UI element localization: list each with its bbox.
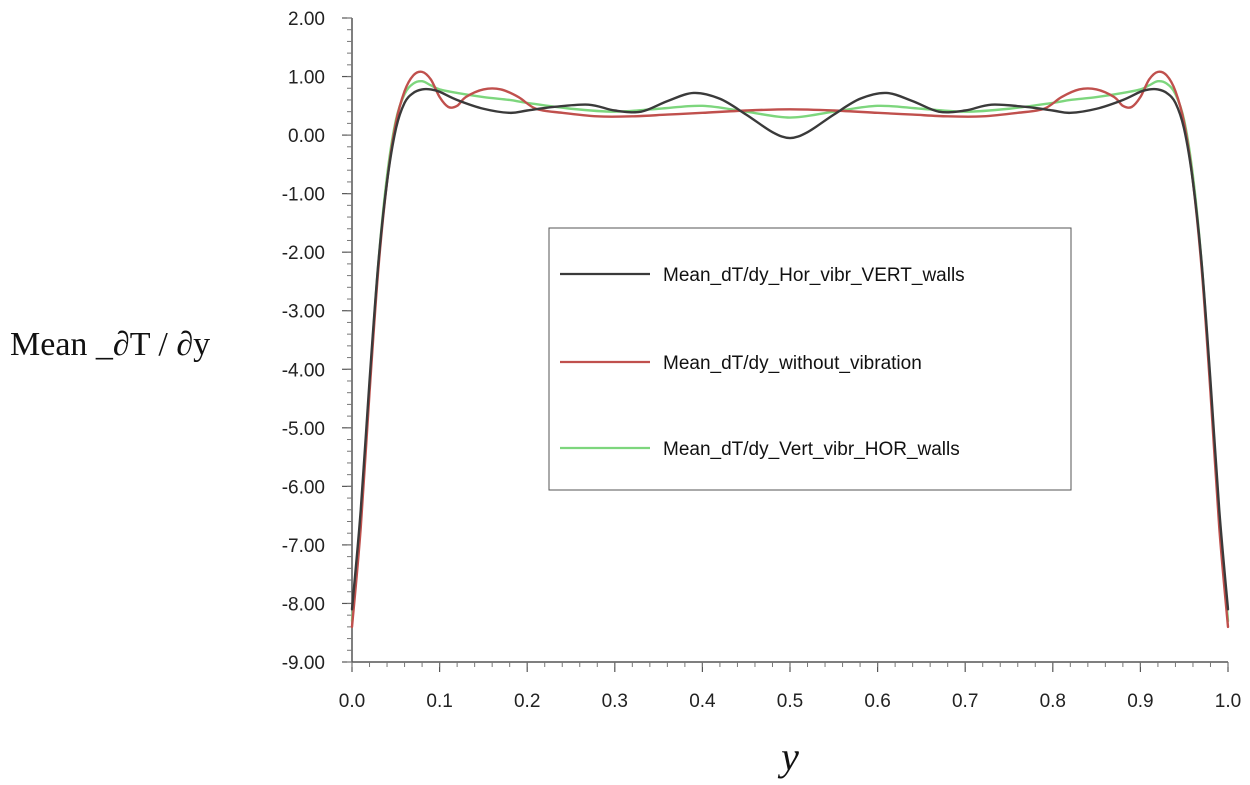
y-tick-label: -6.00	[282, 477, 325, 498]
x-tick-label: 0.4	[689, 691, 716, 712]
y-tick-label: 0.00	[288, 126, 325, 147]
y-tick-label: 1.00	[288, 68, 325, 89]
y-tick-label: -1.00	[282, 185, 325, 206]
y-tick-label: -8.00	[282, 594, 325, 615]
legend: Mean_dT/dy_Hor_vibr_VERT_walls Mean_dT/dy…	[548, 227, 1072, 491]
legend-label: Mean_dT/dy_Vert_vibr_HOR_walls	[663, 439, 960, 460]
y-tick-label: -9.00	[282, 653, 325, 674]
x-tick-label: 0.1	[426, 691, 452, 712]
y-axis-title: Mean _∂T / ∂y	[10, 326, 210, 363]
x-tick-label: 0.8	[1040, 691, 1066, 712]
x-tick-label: 0.7	[952, 691, 978, 712]
x-tick-label: 1.0	[1215, 691, 1241, 712]
series-lines	[350, 70, 1230, 629]
y-tick-label: -4.00	[282, 360, 325, 381]
series-line-1	[350, 87, 1230, 611]
ticks: 2.00 1.00 0.00 -1.00 -2.00 -3.00 -4.00 -5.00 -6.…	[282, 9, 1242, 712]
legend-label: Mean_dT/dy_Hor_vibr_VERT_walls	[663, 265, 965, 286]
y-tick-label: -5.00	[282, 419, 325, 440]
y-tick-label: -7.00	[282, 536, 325, 557]
y-tick-label: 2.00	[288, 9, 325, 30]
x-tick-label: 0.3	[602, 691, 628, 712]
series-line-2	[350, 70, 1230, 629]
x-tick-label: 0.0	[339, 691, 365, 712]
y-tick-label: -2.00	[282, 243, 325, 264]
legend-box	[548, 227, 1072, 491]
x-tick-label: 0.9	[1127, 691, 1153, 712]
y-tick-label: -3.00	[282, 302, 325, 323]
x-axis-title: y	[777, 734, 799, 779]
x-tick-label: 0.2	[514, 691, 540, 712]
legend-label: Mean_dT/dy_without_vibration	[663, 353, 922, 374]
x-tick-label: 0.6	[864, 691, 890, 712]
x-tick-label: 0.5	[777, 691, 803, 712]
